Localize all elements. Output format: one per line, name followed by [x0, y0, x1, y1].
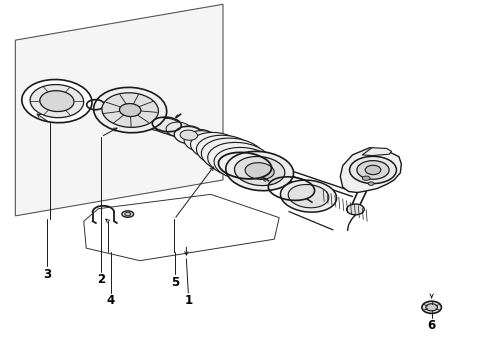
Ellipse shape	[362, 176, 370, 180]
Text: 5: 5	[171, 276, 179, 289]
Text: 1: 1	[184, 294, 193, 307]
Ellipse shape	[180, 130, 197, 140]
Ellipse shape	[368, 182, 374, 185]
Ellipse shape	[120, 104, 141, 117]
Ellipse shape	[131, 111, 158, 127]
Ellipse shape	[208, 143, 270, 177]
Ellipse shape	[226, 152, 294, 191]
Ellipse shape	[235, 157, 285, 186]
Ellipse shape	[122, 211, 134, 217]
Ellipse shape	[280, 180, 337, 212]
Ellipse shape	[346, 204, 364, 215]
Text: 2: 2	[97, 273, 105, 286]
Ellipse shape	[357, 161, 389, 179]
Ellipse shape	[94, 87, 167, 133]
Ellipse shape	[143, 115, 170, 130]
Ellipse shape	[102, 93, 158, 127]
Ellipse shape	[288, 184, 329, 208]
Ellipse shape	[40, 91, 74, 112]
Polygon shape	[15, 4, 223, 216]
Polygon shape	[362, 148, 392, 156]
Ellipse shape	[189, 129, 213, 143]
Ellipse shape	[178, 126, 202, 140]
Ellipse shape	[201, 138, 264, 173]
Ellipse shape	[22, 80, 92, 123]
Ellipse shape	[166, 122, 191, 137]
Ellipse shape	[426, 304, 438, 311]
Ellipse shape	[214, 147, 274, 180]
Ellipse shape	[422, 301, 441, 314]
Ellipse shape	[184, 131, 223, 153]
Ellipse shape	[365, 165, 381, 175]
Ellipse shape	[196, 135, 254, 167]
Polygon shape	[340, 148, 401, 193]
Ellipse shape	[154, 118, 180, 134]
Ellipse shape	[349, 156, 396, 184]
Ellipse shape	[30, 85, 84, 118]
Ellipse shape	[125, 212, 131, 216]
Ellipse shape	[191, 132, 241, 160]
Text: 3: 3	[43, 268, 51, 281]
Text: 4: 4	[106, 294, 115, 307]
Ellipse shape	[245, 163, 274, 179]
Ellipse shape	[174, 126, 203, 144]
Text: 6: 6	[427, 319, 436, 332]
